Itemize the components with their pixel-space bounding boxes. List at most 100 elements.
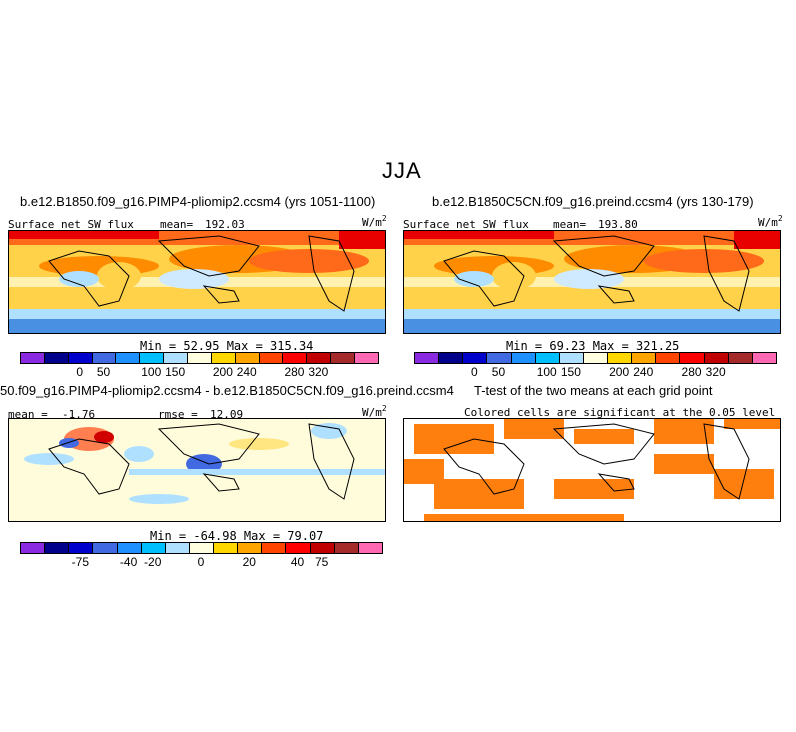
- colorbar-tick-label: 20: [242, 555, 256, 569]
- colorbar-cell: [282, 352, 308, 364]
- colorbar-tick-label: 280: [681, 365, 702, 379]
- colorbar-cell: [258, 352, 284, 364]
- colorbar-cell: [306, 352, 332, 364]
- panel3-rmse-value: 12.09: [210, 408, 244, 421]
- colorbar-tick-label: 0: [76, 365, 83, 379]
- colorbar-cell: [330, 352, 356, 364]
- colorbar-cell: [68, 542, 94, 554]
- colorbar-cell: [558, 352, 584, 364]
- colorbar-cell: [213, 542, 239, 554]
- colorbar-cell: [116, 542, 142, 554]
- colorbar-cell: [43, 352, 69, 364]
- colorbar-tick-label: 100: [536, 365, 557, 379]
- colorbar-cell: [486, 352, 512, 364]
- panel1-colorbar-labels: 0 50 100 150 200 240 280 320: [20, 364, 378, 380]
- colorbar-cell: [510, 352, 536, 364]
- colorbar-cell: [354, 352, 379, 364]
- panel2-mean-value: 193.80: [598, 218, 638, 231]
- colorbar-cell: [67, 352, 93, 364]
- panel4-subtitle: Colored cells are significant at the 0.0…: [464, 406, 776, 419]
- colorbar-tick-label: 150: [560, 365, 581, 379]
- panel2-variable: Surface net SW flux: [403, 218, 529, 231]
- colorbar-cell: [631, 352, 657, 364]
- colorbar-cell: [679, 352, 705, 364]
- panel2-colorbar: [414, 352, 777, 364]
- panel3-colorbar: [20, 542, 383, 554]
- colorbar-cell: [44, 542, 70, 554]
- colorbar-cell: [607, 352, 633, 364]
- panel3-colorbar-labels: -75 -40 -20 0 20 40 75: [20, 554, 382, 570]
- colorbar-tick-label: 50: [491, 365, 506, 379]
- colorbar-cell: [655, 352, 681, 364]
- colorbar-cell: [727, 352, 753, 364]
- colorbar-cell: [333, 542, 359, 554]
- panel2-units: W/m2: [758, 214, 783, 229]
- panel4-title: T-test of the two means at each grid poi…: [474, 383, 713, 398]
- colorbar-tick-label: 320: [308, 365, 329, 379]
- colorbar-tick-label: 240: [633, 365, 654, 379]
- colorbar-cell: [414, 352, 440, 364]
- colorbar-cell: [164, 542, 190, 554]
- colorbar-cell: [462, 352, 488, 364]
- panel3-units: W/m2: [362, 404, 387, 419]
- colorbar-tick-label: 200: [609, 365, 630, 379]
- panel3-field: [9, 419, 385, 521]
- colorbar-cell: [20, 542, 46, 554]
- colorbar-cell: [139, 352, 165, 364]
- panel2-mean-label: mean=: [553, 218, 587, 231]
- colorbar-cell: [92, 542, 118, 554]
- colorbar-tick-label: -20: [144, 555, 162, 569]
- colorbar-cell: [261, 542, 287, 554]
- colorbar-cell: [91, 352, 117, 364]
- colorbar-cell: [582, 352, 608, 364]
- panel3-map: [8, 418, 386, 522]
- panel1-map: [8, 230, 386, 334]
- panel1-mean-label: mean=: [160, 218, 194, 231]
- colorbar-tick-label: 40: [290, 555, 305, 569]
- colorbar-cell: [438, 352, 464, 364]
- colorbar-tick-label: 100: [141, 365, 162, 379]
- panel1-field: [9, 231, 385, 333]
- colorbar-cell: [237, 542, 263, 554]
- panel3-title: 50.f09_g16.PIMP4-pliomip2.ccsm4 - b.e12.…: [0, 383, 454, 398]
- colorbar-tick-label: 320: [705, 365, 726, 379]
- colorbar-cell: [234, 352, 260, 364]
- panel1-colorbar: [20, 352, 379, 364]
- colorbar-tick-label: -75: [71, 555, 89, 569]
- colorbar-cell: [357, 542, 383, 554]
- colorbar-cell: [187, 352, 212, 364]
- panel3-rmse-label: rmse =: [158, 408, 198, 421]
- panel3-minmax: Min = -64.98 Max = 79.07: [150, 529, 324, 543]
- colorbar-tick-label: 50: [96, 365, 111, 379]
- colorbar-cell: [20, 352, 45, 364]
- colorbar-tick-label: 75: [314, 555, 329, 569]
- colorbar-cell: [285, 542, 311, 554]
- panel2-colorbar-labels: 0 50 100 150 200 240 280 320: [414, 364, 776, 380]
- panel1-minmax: Min = 52.95 Max = 315.34: [140, 339, 314, 353]
- panel2-minmax: Min = 69.23 Max = 321.25: [506, 339, 680, 353]
- season-title: JJA: [382, 158, 422, 183]
- colorbar-cell: [163, 352, 189, 364]
- panel1-variable: Surface net SW flux: [8, 218, 134, 231]
- panel3-mean-label: mean =: [8, 408, 48, 421]
- panel4-field: [404, 419, 780, 521]
- colorbar-cell: [703, 352, 729, 364]
- colorbar-tick-label: 150: [165, 365, 186, 379]
- colorbar-tick-label: 200: [212, 365, 233, 379]
- colorbar-cell: [534, 352, 560, 364]
- colorbar-cell: [188, 542, 214, 554]
- colorbar-cell: [309, 542, 335, 554]
- colorbar-cell: [115, 352, 141, 364]
- colorbar-tick-label: 0: [197, 555, 205, 569]
- colorbar-cell: [751, 352, 777, 364]
- panel3-mean-value: -1.76: [62, 408, 96, 421]
- panel4-map: [403, 418, 781, 522]
- colorbar-cell: [210, 352, 236, 364]
- colorbar-tick-label: 280: [284, 365, 305, 379]
- panel1-mean-value: 192.03: [205, 218, 245, 231]
- colorbar-tick-label: 0: [470, 365, 478, 379]
- panel2-title: b.e12.B1850C5CN.f09_g16.preind.ccsm4 (yr…: [432, 194, 754, 209]
- panel2-field: [404, 231, 780, 333]
- panel2-map: [403, 230, 781, 334]
- colorbar-cell: [140, 542, 166, 554]
